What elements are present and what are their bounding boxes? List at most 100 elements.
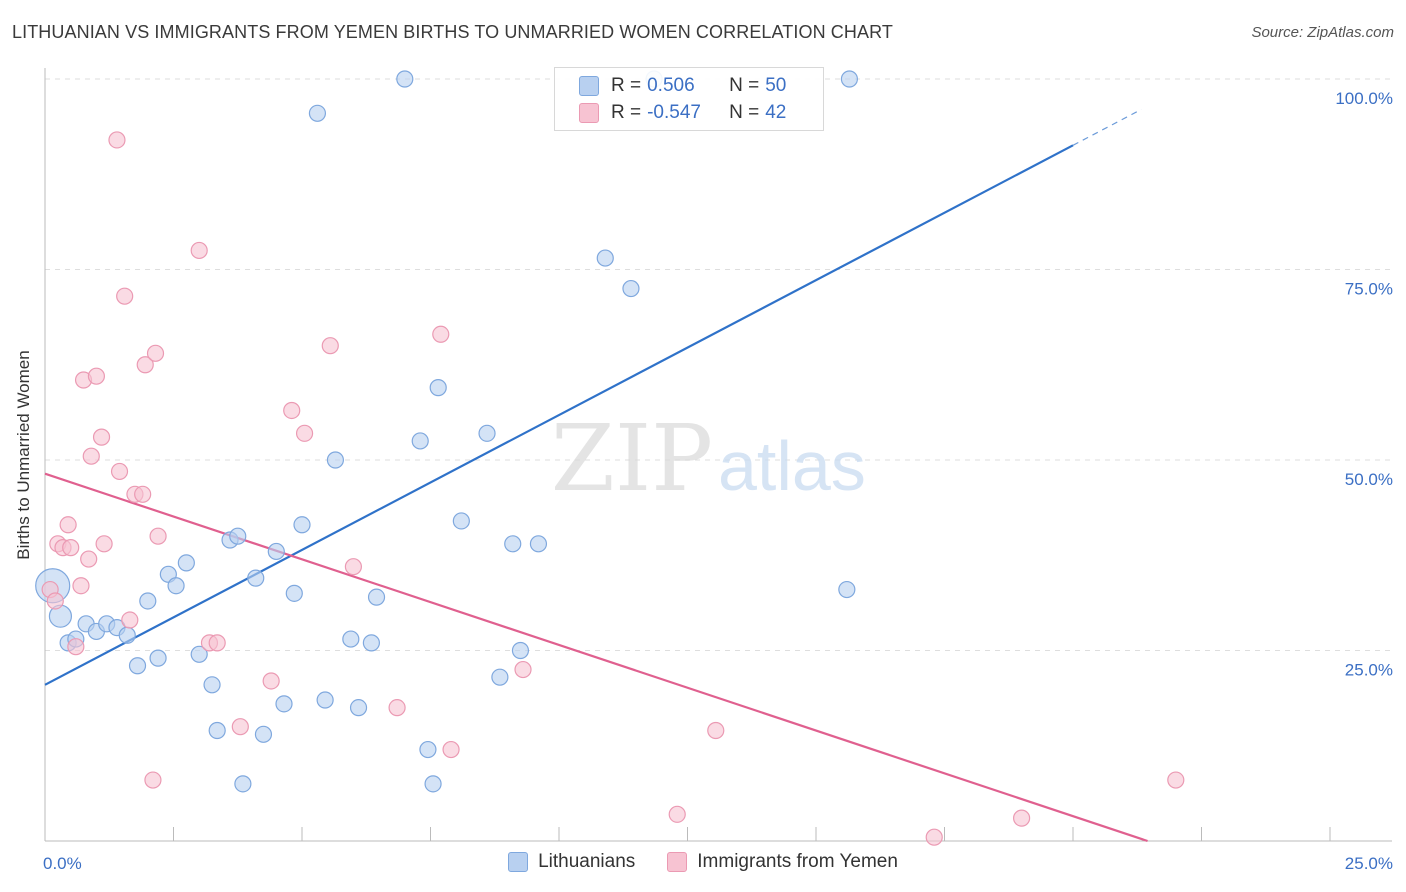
- lithuanians-point: [190, 645, 208, 663]
- r-value: -0.547: [647, 102, 701, 123]
- lithuanians-point: [167, 577, 185, 595]
- yemen-point: [67, 638, 85, 656]
- watermark-atlas: atlas: [718, 427, 866, 505]
- yemen-point: [925, 828, 943, 846]
- lithuanians-point: [596, 249, 614, 267]
- lithuanians-point: [452, 512, 470, 530]
- grid-lines: [45, 78, 1392, 651]
- yemen-point: [295, 424, 314, 442]
- lithuanians-point: [234, 775, 252, 793]
- yemen-points: [41, 131, 1185, 846]
- lithuanians-point: [419, 740, 437, 759]
- lithuanians-point: [504, 535, 522, 553]
- yemen-point: [190, 241, 208, 260]
- n-label: N =: [729, 102, 760, 123]
- lithuanians-point: [285, 584, 303, 602]
- watermark-zip: ZIP: [551, 405, 713, 512]
- lithuanians-point: [149, 649, 167, 667]
- r-label: R =: [611, 75, 642, 96]
- yemen-point: [108, 131, 126, 149]
- lithuanians-point: [326, 451, 345, 469]
- lithuanians-point: [128, 657, 147, 675]
- data-points: [35, 70, 1185, 846]
- n-label: N =: [729, 75, 760, 96]
- lithuanians-point: [529, 535, 548, 553]
- pink-swatch: [667, 852, 688, 872]
- lithuanians-point: [275, 695, 293, 713]
- yemen-point: [121, 611, 139, 629]
- lithuanians-point: [367, 588, 386, 606]
- r-label: R =: [611, 102, 642, 123]
- y-tick-label: 50.0%: [1345, 470, 1393, 489]
- yemen-point: [82, 447, 100, 465]
- lithuanians-trend-line: [44, 144, 1074, 686]
- n-value: 42: [765, 102, 787, 123]
- stats-row-lithuanians: R = 0.506 N = 50: [579, 73, 786, 99]
- yemen-point: [110, 462, 129, 481]
- lithuanians-point: [267, 542, 285, 561]
- yemen-point: [95, 535, 113, 553]
- axes: [44, 68, 1392, 842]
- lithuanians-point: [411, 432, 429, 450]
- yemen-point: [59, 516, 77, 534]
- x-tick-label: 25.0%: [1345, 854, 1393, 873]
- yemen-point: [46, 592, 64, 610]
- yemen-point: [208, 634, 226, 652]
- lithuanians-point: [424, 775, 442, 793]
- yemen-point: [388, 699, 406, 717]
- yemen-point: [149, 527, 167, 545]
- lithuanians-point: [491, 668, 509, 686]
- legend-label: Lithuanians: [538, 851, 636, 872]
- x-tick-label: 0.0%: [43, 854, 82, 873]
- series-legend: Lithuanians Immigrants from Yemen: [0, 851, 1406, 873]
- lithuanians-point: [429, 379, 447, 397]
- lithuanians-point: [293, 516, 311, 534]
- lithuanians-point: [308, 104, 327, 122]
- yemen-point: [134, 485, 152, 503]
- legend-label: Immigrants from Yemen: [697, 851, 898, 872]
- lithuanians-point: [840, 70, 859, 88]
- y-axis-label: Births to Unmarried Women: [14, 350, 33, 560]
- yemen-point: [283, 401, 301, 420]
- legend-item-yemen[interactable]: Immigrants from Yemen: [667, 851, 898, 873]
- yemen-point: [92, 428, 111, 446]
- yemen-trend-line: [44, 472, 1148, 843]
- yemen-point: [80, 550, 98, 568]
- source-label: Source: ZipAtlas.com: [1251, 24, 1394, 41]
- yemen-point: [146, 344, 165, 362]
- r-value: 0.506: [647, 75, 695, 96]
- lithuanians-point: [139, 592, 157, 610]
- lithuanians-point: [254, 725, 273, 743]
- y-tick-label: 25.0%: [1345, 661, 1393, 680]
- stats-legend: R = 0.506 N = 50 R = -0.547 N = 42: [554, 67, 824, 131]
- yemen-point: [1012, 809, 1031, 827]
- lithuanians-point: [478, 424, 496, 442]
- pink-swatch: [579, 103, 599, 123]
- lithuanians-trend-extension: [1072, 108, 1142, 146]
- lithuanians-point: [118, 626, 136, 644]
- yemen-point: [62, 539, 80, 557]
- chart-title: LITHUANIAN VS IMMIGRANTS FROM YEMEN BIRT…: [12, 22, 893, 42]
- y-tick-labels: 25.0% 50.0% 75.0% 100.0%: [1335, 89, 1393, 680]
- watermark: ZIP atlas: [551, 405, 866, 512]
- yemen-point: [72, 577, 90, 595]
- y-tick-label: 100.0%: [1335, 89, 1393, 108]
- lithuanians-point: [396, 70, 414, 88]
- lithuanians-point: [208, 721, 226, 740]
- yemen-point: [442, 740, 460, 759]
- yemen-point: [136, 356, 154, 374]
- lithuanians-point: [342, 630, 360, 648]
- yemen-point: [344, 558, 362, 576]
- lithuanians-point: [362, 634, 380, 652]
- yemen-point: [116, 287, 134, 305]
- yemen-point: [87, 367, 106, 385]
- tick-labels: 25.0% 50.0% 75.0% 100.0% 0.0% 25.0%: [43, 89, 1393, 873]
- lithuanians-point: [177, 554, 195, 572]
- legend-item-lithuanians[interactable]: Lithuanians: [508, 851, 635, 873]
- lithuanians-point: [622, 279, 640, 298]
- lithuanians-point: [316, 691, 334, 709]
- yemen-point: [707, 721, 725, 740]
- yemen-point: [321, 337, 339, 355]
- lithuanians-point: [247, 569, 265, 587]
